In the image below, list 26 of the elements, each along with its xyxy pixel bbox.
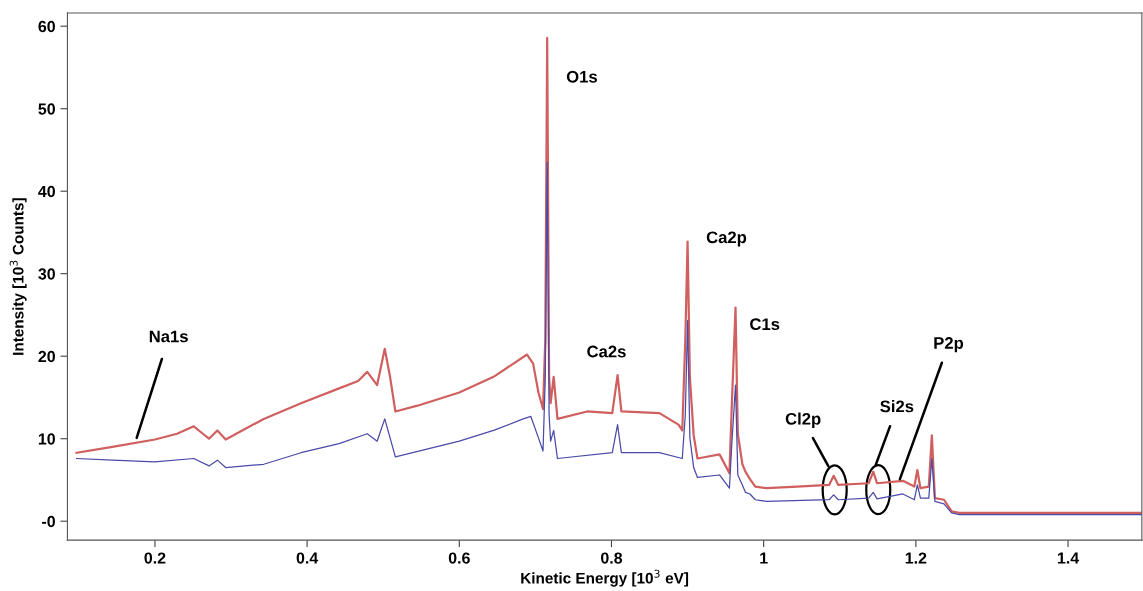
y-tick-label: 20 — [38, 350, 55, 363]
y-tick-label: 30 — [38, 268, 55, 280]
x-axis-title: Kinetic Energy [10$^{3}$ eV] — [521, 569, 689, 587]
y-tick-label: 10 — [38, 433, 55, 445]
x-tick-label: 0.4 — [296, 552, 319, 564]
x-tick-label: 0.6 — [448, 552, 470, 564]
annotation: O1s — [566, 70, 597, 83]
annotation: Cl2p — [785, 412, 821, 429]
y-tick-label: 50 — [38, 103, 55, 115]
y-tick-label: 40 — [38, 185, 55, 198]
x-tick-label: 0.8 — [601, 552, 623, 564]
annotation: Ca2s — [587, 345, 626, 358]
y-tick-label: -0 — [42, 515, 55, 528]
annotation: C1s — [750, 318, 780, 331]
y-tick-label: 60 — [38, 20, 55, 33]
annotation: P2p — [934, 337, 964, 353]
x-tick-label: 0.2 — [144, 552, 166, 564]
line-series — [75, 161, 1142, 516]
x-tick-label: 1 — [760, 552, 768, 564]
line-series — [75, 36, 1142, 515]
annotation: Na1s — [149, 330, 188, 343]
annotation: Si2s — [880, 400, 914, 413]
y-axis-title: Intensity [10$^{3}$ Counts] — [9, 198, 27, 355]
x-tick-label: 1.4 — [1057, 552, 1080, 564]
annotation: Ca2p — [706, 231, 747, 247]
x-tick-label: 1.2 — [905, 552, 927, 564]
